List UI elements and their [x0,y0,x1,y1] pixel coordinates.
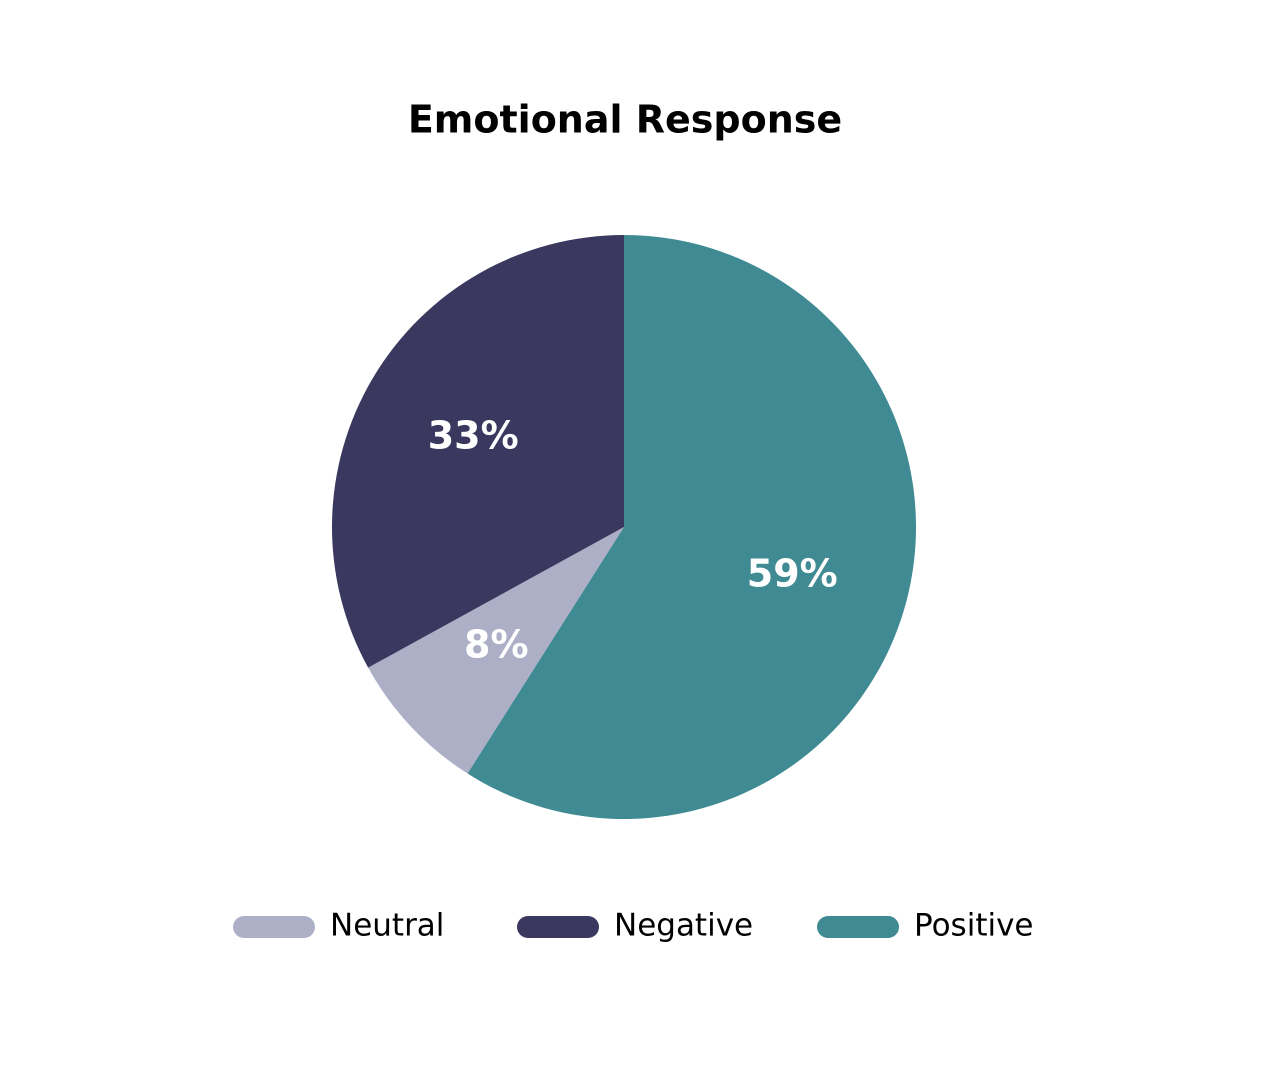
pie-slice [368,527,624,774]
legend-label: Negative [614,908,753,944]
legend-swatch [817,916,899,938]
pie-slice [331,235,624,668]
chart-title: Emotional Response [408,98,842,142]
value-label: 59% [747,551,838,595]
value-label: 8% [464,622,529,666]
legend-swatch [233,916,315,938]
value-label: 33% [428,413,519,457]
legend-label: Positive [914,908,1034,944]
legend-swatch [517,916,599,938]
legend-label: Neutral [330,908,444,944]
pie-slice [467,235,916,819]
